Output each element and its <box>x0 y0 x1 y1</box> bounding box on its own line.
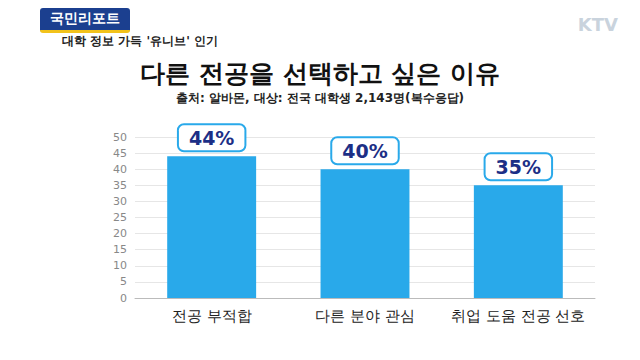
svg-text:20: 20 <box>113 227 127 240</box>
svg-text:35%: 35% <box>496 156 541 178</box>
svg-text:50: 50 <box>113 131 127 144</box>
svg-text:다른 전공을 선택하고 싶은 이유: 다른 전공을 선택하고 싶은 이유 <box>140 59 500 88</box>
html-text:KTV: KTV <box>577 14 618 35</box>
svg-text:25: 25 <box>113 211 127 224</box>
svg-text:다른 분야 관심: 다른 분야 관심 <box>315 307 415 325</box>
svg-text:10: 10 <box>113 259 127 272</box>
svg-text:출처: 알바몬, 대상: 전국 대학생 2,143명(복수응: 출처: 알바몬, 대상: 전국 대학생 2,143명(복수응답) <box>176 91 464 105</box>
html-text:국민리포트: 국민리포트 <box>50 10 120 26</box>
svg-text:40%: 40% <box>342 140 387 162</box>
svg-text:45: 45 <box>113 147 127 160</box>
svg-text:5: 5 <box>120 275 127 288</box>
svg-text:전공 부적합: 전공 부적합 <box>172 307 252 325</box>
html-text:대학 정보 가득 '유니브' 인기: 대학 정보 가득 '유니브' 인기 <box>62 34 219 48</box>
svg-text:취업 도움 전공 선호: 취업 도움 전공 선호 <box>451 307 585 325</box>
svg-text:44%: 44% <box>189 127 234 149</box>
svg-text:40: 40 <box>113 163 127 176</box>
svg-text:30: 30 <box>113 195 127 208</box>
svg-text:35: 35 <box>113 179 127 192</box>
svg-text:0: 0 <box>120 292 127 305</box>
svg-text:15: 15 <box>113 243 127 256</box>
